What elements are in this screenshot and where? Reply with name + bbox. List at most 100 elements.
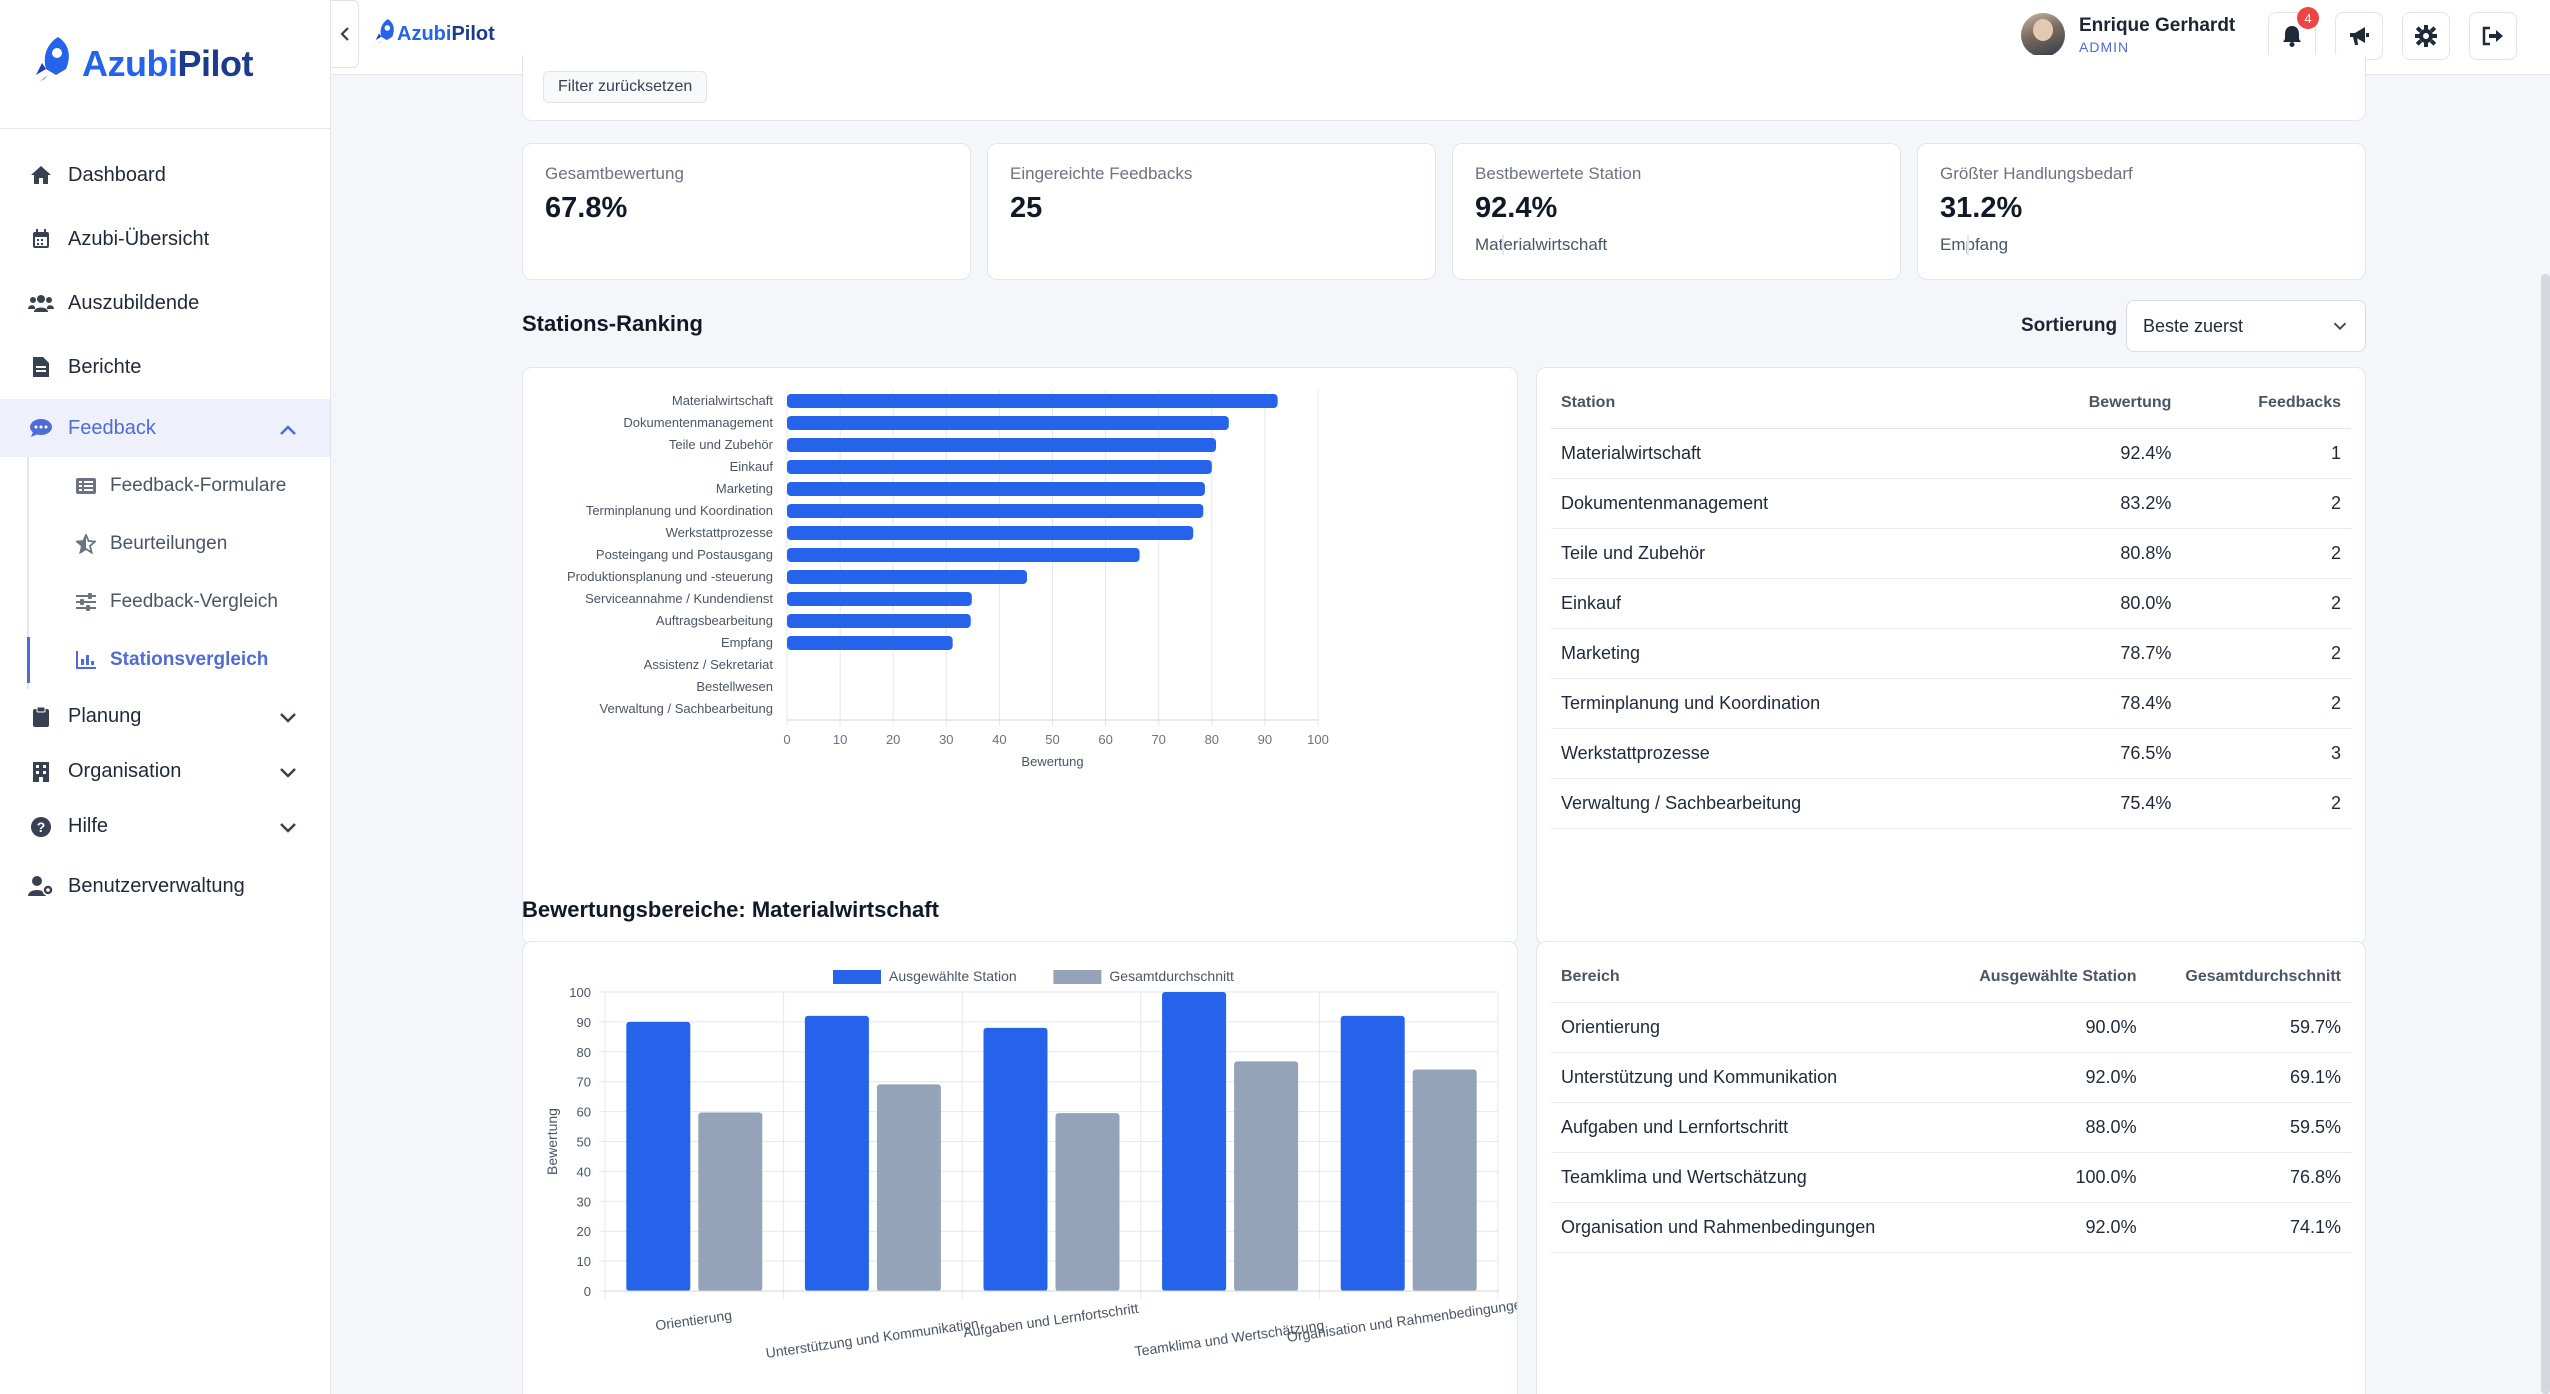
logout-icon [2482, 26, 2503, 46]
y-tick-label: 40 [577, 1164, 591, 1179]
table-header-row: Station Bewertung Feedbacks [1551, 378, 2351, 429]
question-icon: ? [28, 814, 54, 840]
y-tick-label: 30 [577, 1194, 591, 1209]
cell-feedbacks: 1 [2181, 428, 2351, 479]
table-row[interactable]: Materialwirtschaft 92.4% 1 [1551, 428, 2351, 479]
table-row[interactable]: Orientierung 90.0% 59.7% [1551, 1002, 2351, 1053]
cell-average-value: 59.7% [2146, 1002, 2351, 1053]
y-tick-label: Teile und Zubehör [669, 437, 774, 452]
table-row[interactable]: Dokumentenmanagement 83.2% 2 [1551, 478, 2351, 529]
table-row[interactable]: Unterstützung und Kommunikation 92.0% 69.1… [1551, 1052, 2351, 1103]
bar [1412, 1069, 1477, 1291]
column-header-bewertung[interactable]: Bewertung [2011, 378, 2182, 429]
sidebar-item-feedback-vergleich[interactable]: Feedback-Vergleich [0, 573, 330, 631]
top-logo[interactable]: Azubi Pilot [371, 18, 495, 50]
bar [787, 438, 1217, 452]
column-header-bereich[interactable]: Bereich [1551, 952, 1941, 1003]
sidebar-item-azubi-uebersicht[interactable]: Azubi-Übersicht [0, 207, 330, 271]
sidebar-item-label: Stationsvergleich [110, 649, 269, 670]
bell-icon [2283, 26, 2301, 47]
x-tick-label: 80 [1205, 732, 1219, 747]
column-header-gesamtdurchschnitt[interactable]: Gesamtdurchschnitt [2146, 952, 2351, 1003]
y-tick-label: 50 [577, 1135, 591, 1150]
user-menu[interactable]: Enrique Gerhardt ADMIN [2021, 13, 2235, 57]
cell-feedbacks: 2 [2181, 678, 2351, 729]
table-row[interactable]: Teile und Zubehör 80.8% 2 [1551, 528, 2351, 579]
table-row[interactable]: Marketing 78.7% 2 [1551, 628, 2351, 679]
page-scrollbar[interactable] [2541, 274, 2550, 1394]
cell-station-value: 88.0% [1940, 1102, 2147, 1153]
chevron-left-icon [339, 27, 349, 41]
chevron-down-icon [2333, 322, 2347, 331]
cell-feedbacks: 2 [2181, 778, 2351, 829]
table-row[interactable]: Einkauf 80.0% 2 [1551, 578, 2351, 629]
stat-value: 67.8% [545, 192, 628, 224]
sidebar-item-organisation[interactable]: Organisation [0, 744, 330, 799]
sidebar-item-feedback-formulare[interactable]: Feedback-Formulare [0, 457, 330, 515]
table-row[interactable]: Organisation und Rahmenbedingungen 92.0% 7… [1551, 1202, 2351, 1253]
sidebar-item-label: Feedback-Vergleich [110, 591, 278, 612]
logout-button[interactable] [2469, 12, 2517, 60]
ranking-table-card: Station Bewertung Feedbacks Materialwirt… [1536, 367, 2366, 945]
column-header-ausgewaehlte-station[interactable]: Ausgewählte Station [1940, 952, 2147, 1003]
x-tick-label: 40 [992, 732, 1006, 747]
app-logo[interactable]: AzubiPilot [0, 0, 330, 129]
sidebar-collapse-button[interactable] [331, 0, 359, 68]
cell-feedbacks: 3 [2181, 728, 2351, 779]
sidebar-item-beurteilungen[interactable]: Beurteilungen [0, 515, 330, 573]
table-row[interactable]: Teamklima und Wertschätzung 100.0% 76.8% [1551, 1152, 2351, 1203]
logo-text-pilot: Pilot [177, 43, 253, 84]
column-header-station[interactable]: Station [1551, 378, 2012, 429]
bar [1234, 1061, 1299, 1291]
cell-station-value: 90.0% [1940, 1002, 2147, 1053]
y-tick-label: Serviceannahme / Kundendienst [585, 591, 773, 606]
cell-station: Terminplanung und Koordination [1551, 678, 2012, 729]
cell-station-value: 92.0% [1940, 1052, 2147, 1103]
cell-bewertung: 92.4% [2011, 428, 2182, 479]
cell-average-value: 69.1% [2146, 1052, 2351, 1103]
chevron-down-icon [280, 768, 296, 778]
sidebar-item-label: Benutzerverwaltung [68, 874, 245, 897]
sidebar-item-auszubildende[interactable]: Auszubildende [0, 271, 330, 335]
table-header-row: Bereich Ausgewählte Station Gesamtdurchs… [1551, 952, 2351, 1003]
y-tick-label: 80 [577, 1045, 591, 1060]
notifications-button[interactable]: 4 [2268, 7, 2319, 60]
table-row[interactable]: Aufgaben und Lernfortschritt 88.0% 59.5% [1551, 1102, 2351, 1153]
announcements-button[interactable] [2335, 12, 2383, 60]
reset-filter-button[interactable]: Filter zurücksetzen [543, 71, 708, 103]
sidebar-item-benutzerverwaltung[interactable]: Benutzerverwaltung [0, 854, 330, 918]
table-row[interactable]: Terminplanung und Koordination 78.4% 2 [1551, 678, 2351, 729]
sidebar-item-hilfe[interactable]: ? Hilfe [0, 799, 330, 854]
cell-station: Materialwirtschaft [1551, 428, 2012, 479]
users-icon [28, 290, 54, 316]
bar [787, 482, 1205, 496]
cell-average-value: 59.5% [2146, 1102, 2351, 1153]
user-cog-icon [28, 873, 54, 899]
sidebar-item-dashboard[interactable]: Dashboard [0, 143, 330, 207]
ranking-bar-chart: 0 10 20 30 40 50 60 70 80 90 100 Materialwirtschaft… [567, 390, 1329, 769]
sort-select[interactable]: Beste zuerst [2126, 300, 2366, 352]
rocket-icon [372, 19, 394, 49]
legend-label: Gesamtdurchschnitt [1109, 968, 1234, 984]
sidebar-item-stationsvergleich[interactable]: Stationsvergleich [0, 631, 330, 689]
stat-value: 25 [1010, 192, 1043, 224]
sidebar-item-planung[interactable]: Planung [0, 689, 330, 744]
x-tick-label: 20 [886, 732, 900, 747]
areas-table-card: Bereich Ausgewählte Station Gesamtdurchs… [1536, 941, 2366, 1394]
sidebar-item-feedback[interactable]: Feedback [0, 399, 330, 457]
table-row[interactable]: Werkstattprozesse 76.5% 3 [1551, 728, 2351, 779]
column-header-feedbacks[interactable]: Feedbacks [2181, 378, 2351, 429]
sidebar: AzubiPilot Dashboard Azubi-Übersicht Aus… [0, 0, 331, 1394]
sort-select-value: Beste zuerst [2143, 315, 2244, 336]
sidebar-item-berichte[interactable]: Berichte [0, 335, 330, 399]
sidebar-nav: Dashboard Azubi-Übersicht Auszubildende … [0, 129, 330, 918]
cell-bewertung: 80.0% [2011, 578, 2182, 629]
cell-bewertung: 80.8% [2011, 528, 2182, 579]
y-tick-label: Werkstattprozesse [666, 525, 773, 540]
stat-value: 31.2% [1940, 192, 2023, 224]
cell-bewertung: 83.2% [2011, 478, 2182, 529]
settings-button[interactable] [2402, 12, 2450, 60]
table-row[interactable]: Verwaltung / Sachbearbeitung 75.4% 2 [1551, 778, 2351, 829]
cell-feedbacks: 2 [2181, 478, 2351, 529]
clipboard-icon [28, 704, 54, 730]
